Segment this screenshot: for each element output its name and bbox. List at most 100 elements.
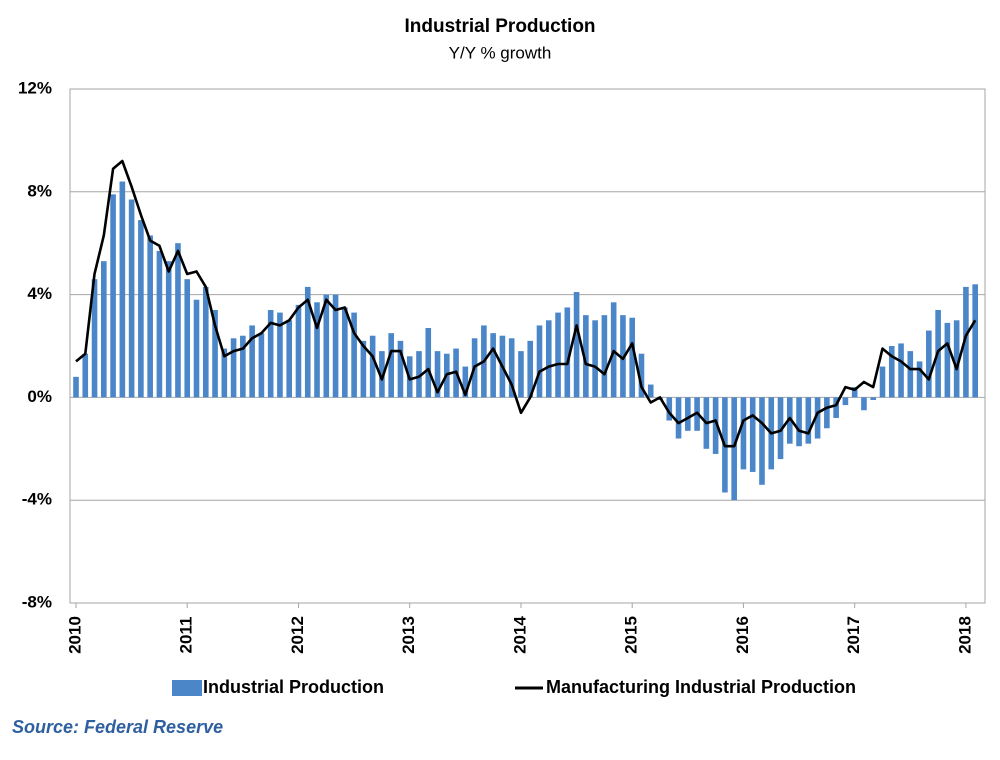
bar [73, 376, 79, 398]
bar [425, 328, 432, 398]
plot-border [69, 88, 986, 604]
bar [786, 397, 793, 444]
x-tick-label: 2015 [622, 616, 641, 654]
x-tick-label: 2011 [177, 617, 196, 654]
bar [184, 279, 191, 398]
y-tick-label: -8% [22, 592, 52, 611]
bar [638, 353, 645, 398]
bar [128, 199, 135, 398]
bar [527, 340, 534, 398]
source: Source: Federal Reserve [12, 717, 223, 737]
bar [388, 333, 394, 398]
bar [138, 220, 144, 398]
bar [601, 315, 608, 398]
chart-title: Industrial Production [404, 16, 595, 37]
bar [647, 384, 654, 398]
legend-label: Industrial Production [203, 677, 384, 697]
bar [749, 397, 756, 472]
bar [462, 366, 469, 398]
bar [360, 340, 367, 398]
bar [351, 312, 357, 398]
bar [583, 315, 589, 398]
bar [545, 320, 552, 398]
x-tick-label: 2012 [288, 616, 307, 654]
bar [490, 333, 496, 398]
bar [814, 397, 821, 439]
line [75, 159, 977, 448]
bar [314, 302, 320, 398]
bar [842, 397, 849, 406]
bar [101, 261, 107, 398]
bar [240, 335, 246, 398]
bar [119, 181, 126, 398]
y-tick-label: 8% [27, 181, 52, 200]
bar [740, 397, 747, 470]
bar [972, 284, 978, 398]
bar [304, 286, 311, 398]
bar [156, 250, 163, 398]
bar [277, 312, 283, 398]
bar [434, 351, 441, 398]
bar [332, 294, 339, 398]
bar [369, 335, 376, 398]
x-tick-label: 2014 [510, 616, 529, 654]
bar [165, 261, 172, 398]
bar [175, 243, 181, 398]
bar [777, 397, 784, 460]
bar [898, 343, 904, 398]
bar [518, 351, 524, 398]
bar [416, 351, 422, 398]
legend-label: Manufacturing Industrial Production [546, 677, 856, 697]
bar [629, 317, 635, 398]
bar [805, 397, 812, 444]
y-tick-label: 12% [18, 78, 52, 97]
bar [796, 397, 802, 447]
bar [508, 338, 515, 398]
bar [685, 397, 691, 431]
bar [212, 310, 218, 398]
bar [249, 325, 255, 398]
y-tick-label: -4% [22, 490, 52, 509]
x-tick-label: 2010 [65, 616, 84, 654]
bar [851, 387, 858, 398]
bar [833, 397, 839, 418]
bar [323, 294, 330, 398]
bar [286, 320, 293, 398]
bar [564, 307, 571, 398]
bar [879, 366, 886, 398]
bar [963, 286, 969, 398]
bar [221, 348, 228, 398]
bar [712, 397, 719, 454]
bar [861, 397, 867, 411]
bar [536, 325, 543, 398]
bar [620, 315, 626, 398]
bar [592, 320, 598, 398]
bar [379, 351, 385, 398]
bar [926, 330, 932, 398]
bar [147, 235, 153, 398]
bar [824, 397, 830, 429]
bar [870, 397, 877, 400]
bar [295, 304, 302, 398]
bar [202, 286, 209, 398]
x-tick-label: 2013 [399, 616, 418, 654]
bar [193, 299, 200, 398]
bar [675, 397, 682, 439]
legend-swatch [172, 680, 202, 696]
bar [953, 320, 960, 398]
bar [666, 397, 673, 421]
bar [267, 310, 274, 398]
bar [916, 361, 923, 398]
x-tick-label: 2017 [844, 616, 863, 654]
bar [230, 338, 237, 398]
bar [82, 353, 89, 398]
x-tick-label: 2016 [733, 616, 752, 654]
bar [555, 312, 561, 398]
bar [258, 333, 265, 398]
x-tick-label: 2018 [955, 616, 974, 654]
bar [888, 346, 895, 398]
bar [759, 397, 765, 485]
bar [342, 307, 348, 398]
bar [731, 397, 737, 501]
